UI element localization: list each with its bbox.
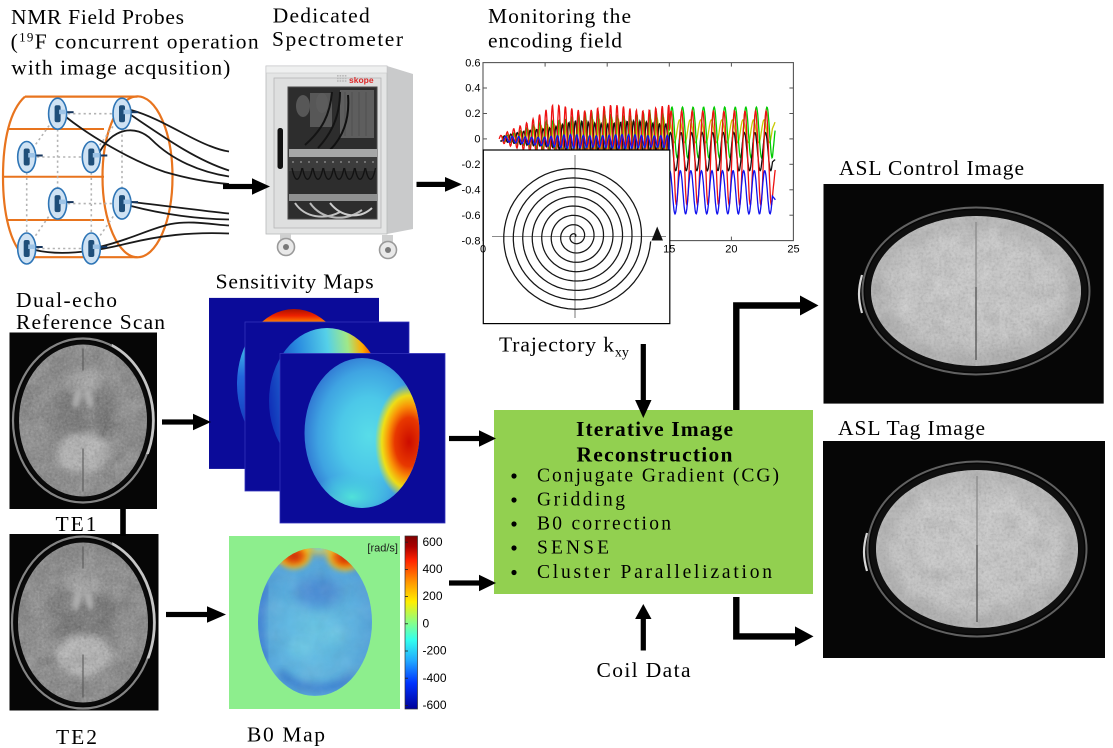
svg-text:-0.8: -0.8 — [462, 235, 481, 247]
svg-text:B0 correction: B0 correction — [537, 514, 671, 535]
svg-text:TE1: TE1 — [56, 512, 97, 536]
svg-text:15: 15 — [663, 244, 675, 256]
svg-text:with image acqusition): with image acqusition) — [11, 56, 230, 80]
svg-text:Iterative Image: Iterative Image — [576, 417, 733, 441]
svg-text:Reference Scan: Reference Scan — [16, 310, 165, 334]
svg-text:Trajectory kxy: Trajectory kxy — [499, 333, 629, 361]
svg-text:Monitoring the: Monitoring the — [488, 4, 631, 28]
svg-text:0.4: 0.4 — [465, 83, 480, 95]
svg-text:Dedicated: Dedicated — [273, 3, 370, 27]
svg-text:Reconstruction: Reconstruction — [577, 442, 733, 466]
svg-text:Dual-echo: Dual-echo — [16, 288, 117, 312]
svg-text:-600: -600 — [423, 698, 447, 712]
svg-text:20: 20 — [725, 244, 737, 256]
svg-text:Conjugate Gradient (CG): Conjugate Gradient (CG) — [537, 466, 779, 487]
svg-text:-200: -200 — [423, 644, 447, 658]
svg-text:-400: -400 — [423, 671, 447, 685]
svg-text:skope: skope — [349, 75, 374, 85]
svg-text:25: 25 — [787, 244, 799, 256]
svg-text:0.2: 0.2 — [465, 108, 480, 120]
svg-text:Cluster Parallelization: Cluster Parallelization — [537, 562, 772, 583]
svg-text:0: 0 — [423, 616, 430, 630]
svg-text:ASL Tag Image: ASL Tag Image — [838, 416, 985, 440]
svg-text:400: 400 — [423, 562, 443, 576]
svg-text:Sensitivity Maps: Sensitivity Maps — [216, 270, 374, 294]
svg-text:(19F concurrent operation: (19F concurrent operation — [11, 29, 259, 53]
svg-text:ASL Control Image: ASL Control Image — [839, 156, 1024, 180]
svg-text:0.6: 0.6 — [465, 57, 480, 69]
svg-text:-0.6: -0.6 — [462, 210, 481, 222]
svg-text:-0.4: -0.4 — [462, 184, 481, 196]
svg-text:SENSE: SENSE — [537, 538, 609, 559]
svg-text:0: 0 — [480, 244, 486, 256]
svg-text:0: 0 — [474, 134, 480, 146]
svg-text:200: 200 — [423, 589, 443, 603]
svg-text:Coil Data: Coil Data — [597, 658, 691, 682]
svg-text:B0 Map: B0 Map — [247, 723, 325, 747]
svg-text:[rad/s]: [rad/s] — [367, 542, 398, 554]
svg-text:encoding field: encoding field — [488, 29, 622, 53]
svg-text:-0.2: -0.2 — [462, 159, 481, 171]
svg-text:TE2: TE2 — [56, 725, 97, 748]
svg-text:600: 600 — [423, 535, 443, 549]
svg-text:NMR Field Probes: NMR Field Probes — [11, 5, 184, 29]
svg-text:Spectrometer: Spectrometer — [272, 27, 403, 51]
